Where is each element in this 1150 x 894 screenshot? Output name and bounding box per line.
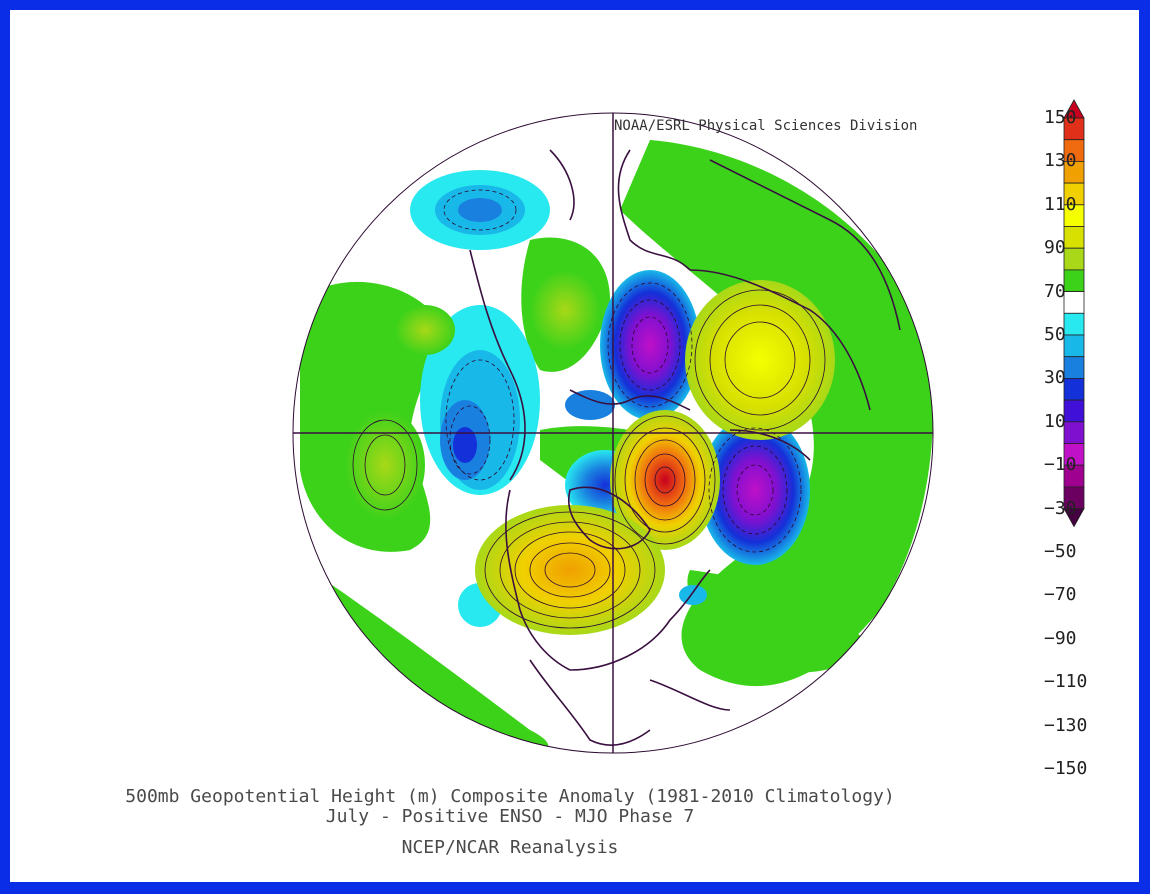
colorbar-tick-label: 30 (1044, 367, 1066, 389)
colorbar-tick-label: 50 (1044, 324, 1066, 345)
map-title: 500mb Geopotential Height (m) Composite … (125, 786, 895, 807)
colorbar-segment (1063, 356, 1085, 379)
polar-map (292, 112, 934, 754)
anomaly-field (293, 113, 933, 753)
colorbar-tick-label: 110 (1044, 193, 1077, 215)
colorbar-tick-label: 150 (1044, 107, 1077, 128)
figure-frame: NOAA/ESRL Physical Sciences Division 500… (10, 10, 1139, 882)
colorbar-tick-label: 130 (1044, 150, 1077, 172)
colorbar-tick-label: −70 (1044, 584, 1077, 606)
colorbar-segment (1063, 226, 1085, 249)
colorbar-tick-label: −50 (1044, 541, 1077, 562)
colorbar-segment (1063, 421, 1085, 444)
colorbar-segment (1063, 269, 1085, 292)
colorbar-tick-label: 90 (1044, 237, 1066, 259)
colorbar-segment (1063, 247, 1085, 271)
colorbar-segment (1063, 377, 1085, 401)
colorbar-tick-label: −30 (1044, 497, 1077, 519)
colorbar-tick-label: −130 (1044, 714, 1088, 736)
colorbar-tick-label: −10 (1044, 454, 1077, 476)
data-source-label: NCEP/NCAR Reanalysis (401, 837, 619, 858)
colorbar-segment (1063, 291, 1085, 314)
colorbar-tick-label: 10 (1044, 410, 1066, 432)
colorbar-tick-label: 70 (1044, 280, 1066, 302)
colorbar-tick-label: −150 (1044, 758, 1088, 779)
colorbar-segment (1063, 399, 1085, 423)
colorbar-tick-label: −90 (1044, 627, 1077, 649)
credit-label: NOAA/ESRL Physical Sciences Division (614, 118, 918, 134)
colorbar-segment (1063, 334, 1085, 358)
map-subtitle: July - Positive ENSO - MJO Phase 7 (325, 806, 695, 827)
colorbar (1063, 99, 1085, 528)
colorbar-min-arrow (1063, 508, 1085, 528)
colorbar-segment (1063, 312, 1085, 336)
colorbar-tick-label: −110 (1044, 671, 1088, 693)
